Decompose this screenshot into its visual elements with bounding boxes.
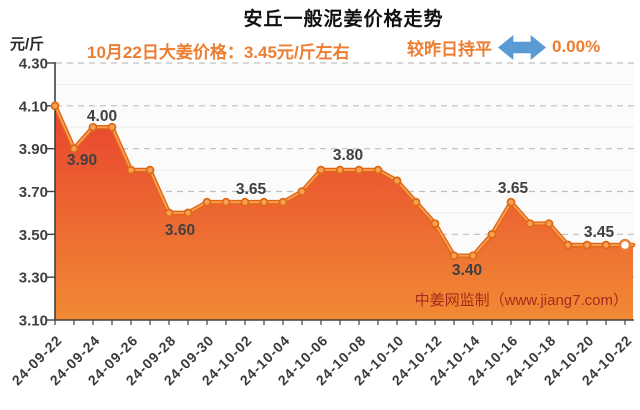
trend-percent: 0.00% xyxy=(552,37,601,56)
data-point-marker xyxy=(202,197,212,207)
data-point-marker xyxy=(221,197,231,207)
data-point-marker xyxy=(278,197,288,207)
data-point-marker xyxy=(126,165,136,175)
point-value-label: 3.80 xyxy=(333,147,363,164)
data-point-marker xyxy=(69,144,79,154)
y-axis-label: 3.30 xyxy=(19,270,48,287)
data-point-marker xyxy=(411,197,421,207)
data-point-marker xyxy=(468,251,478,261)
current-price-subtitle: 10月22日大姜价格：3.45元/斤左右 xyxy=(87,43,350,62)
data-point-marker xyxy=(487,229,497,239)
point-value-label: 3.40 xyxy=(452,262,482,279)
data-point-marker xyxy=(107,122,117,132)
data-point-marker xyxy=(145,165,155,175)
data-point-marker xyxy=(335,165,345,175)
flat-double-arrow-icon xyxy=(497,34,547,60)
trend-indicator: 较昨日持平 0.00% xyxy=(407,33,600,61)
data-point-marker xyxy=(525,219,535,229)
data-point-marker xyxy=(449,251,459,261)
data-point-marker xyxy=(544,219,554,229)
data-point-marker xyxy=(601,240,611,250)
current-point-marker xyxy=(618,238,632,252)
point-value-label: 3.60 xyxy=(165,222,195,239)
y-axis-label: 3.70 xyxy=(19,184,48,201)
y-axis-label: 3.90 xyxy=(19,141,48,158)
page-title: 安丘一般泥姜价格走势 xyxy=(243,9,444,30)
data-point-marker xyxy=(297,187,307,196)
point-value-label: 3.65 xyxy=(498,180,529,197)
data-point-marker xyxy=(392,176,402,186)
data-point-marker xyxy=(316,165,326,175)
data-point-marker xyxy=(183,208,193,218)
y-axis-label: 3.10 xyxy=(19,313,48,330)
y-axis-unit-label: 元/斤 xyxy=(10,36,45,53)
data-point-marker xyxy=(563,240,573,250)
data-point-marker xyxy=(259,197,269,207)
point-value-label: 3.45 xyxy=(584,224,615,241)
data-point-marker xyxy=(354,165,364,175)
watermark: 中姜网监制（www.jiang7.com） xyxy=(414,292,628,309)
data-point-marker xyxy=(50,101,60,111)
data-point-marker xyxy=(373,165,383,175)
y-axis-label: 4.30 xyxy=(19,56,48,73)
point-value-label: 3.90 xyxy=(67,152,97,169)
data-point-marker xyxy=(430,219,440,229)
trend-label: 较昨日持平 xyxy=(407,39,492,59)
area-fill xyxy=(55,105,633,320)
data-point-marker xyxy=(88,122,98,132)
point-value-label: 3.65 xyxy=(236,181,267,198)
data-point-marker xyxy=(240,197,250,207)
point-value-label: 4.00 xyxy=(87,108,117,125)
data-point-marker xyxy=(582,240,592,250)
y-axis-label: 4.10 xyxy=(19,98,48,115)
data-point-marker xyxy=(506,197,516,207)
y-axis-label: 3.50 xyxy=(19,227,48,244)
data-point-marker xyxy=(164,208,174,218)
